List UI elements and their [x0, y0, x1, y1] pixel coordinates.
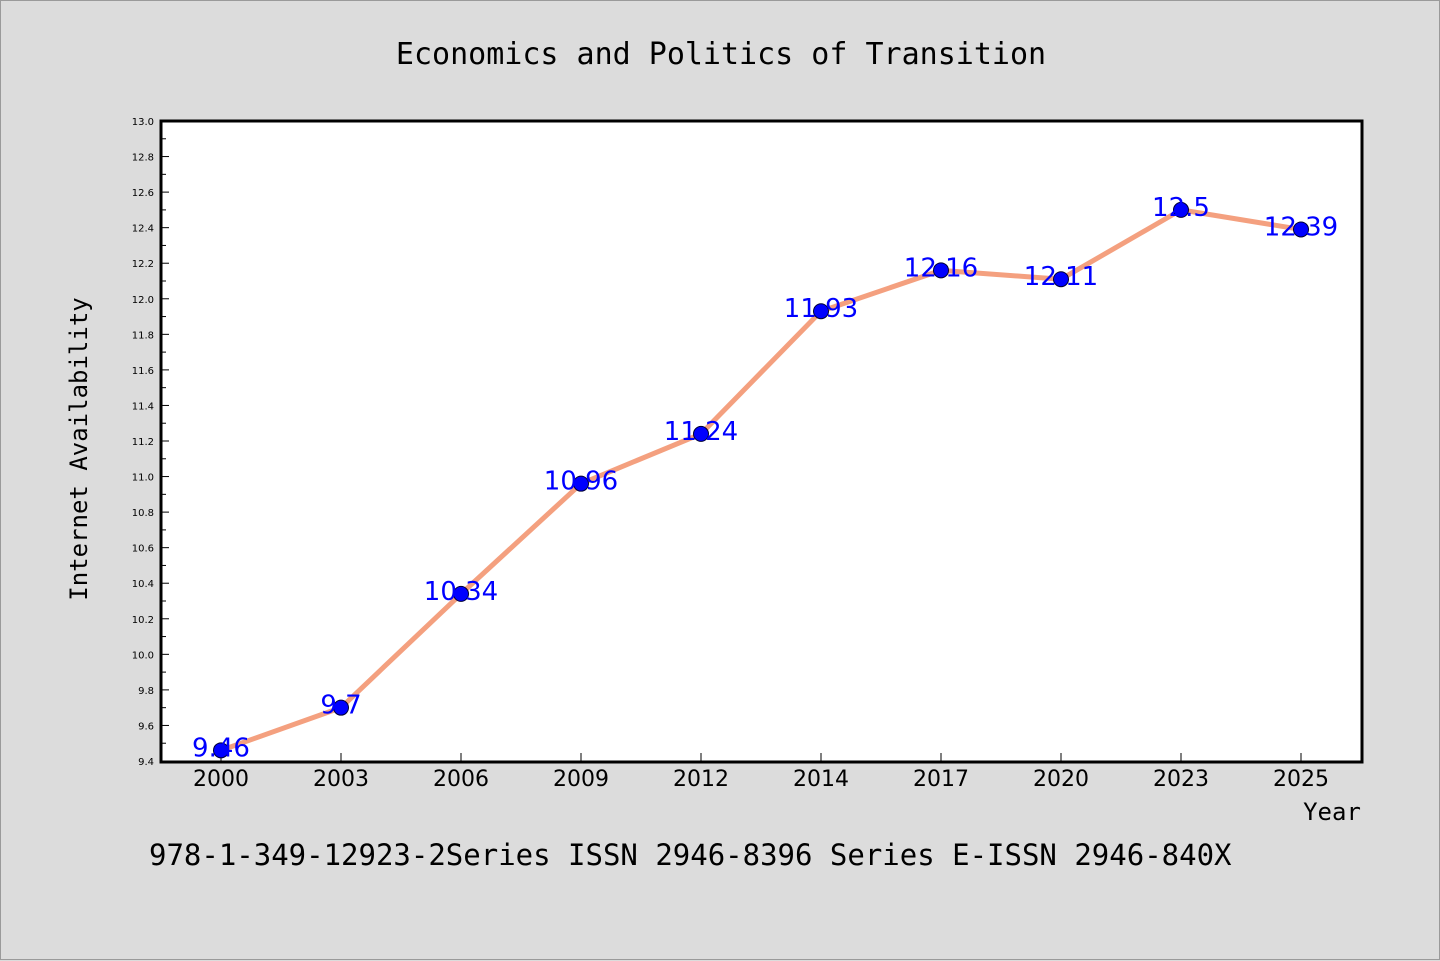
y-tick-label: 12.4 [132, 224, 154, 235]
x-tick-label: 2025 [1273, 767, 1329, 792]
y-tick-label: 11.8 [132, 330, 154, 341]
data-label: 12.5 [1152, 193, 1210, 223]
y-tick-label: 9.4 [138, 757, 154, 768]
series-line [218, 207, 1304, 753]
data-label: 11.24 [664, 417, 738, 447]
plot-frame [159, 119, 1364, 764]
y-tick-label: 10.6 [132, 544, 154, 555]
x-tick-label: 2020 [1033, 767, 1089, 792]
y-tick-label: 10.4 [132, 579, 154, 590]
data-point [933, 262, 949, 279]
series [213, 201, 1309, 759]
footer-text: 978-1-349-12923-2Series ISSN 2946-8396 S… [149, 838, 1232, 872]
data-label: 10.96 [544, 467, 618, 497]
x-tick-label: 2003 [313, 767, 369, 792]
y-tick-label: 12.8 [132, 153, 154, 164]
data-labels: 9.46 9.7 10.34 10.96 11.24 11.93 12.16 12.11 12.… [192, 193, 1338, 763]
data-point [813, 303, 829, 320]
data-point [1173, 201, 1189, 218]
x-tick-label: 2017 [913, 767, 969, 792]
data-label: 12.39 [1264, 212, 1338, 242]
x-tick-label: 2006 [433, 767, 489, 792]
y-axis-label: Internet Availability [65, 297, 93, 600]
y-tick-label: 9.6 [138, 721, 154, 732]
data-point [213, 742, 229, 759]
data-point [1053, 271, 1069, 288]
data-point [453, 585, 469, 602]
y-tick-label: 11.0 [132, 473, 154, 484]
y-tick-label: 11.6 [132, 366, 154, 377]
data-label: 9.46 [192, 733, 250, 763]
x-axis: 2000 2003 2006 2009 2012 2014 2017 2020 2023 2025 [193, 753, 1329, 792]
x-tick-label: 2023 [1153, 767, 1209, 792]
data-point [573, 475, 589, 492]
y-tick-label: 12.2 [132, 259, 154, 270]
x-tick-label: 2012 [673, 767, 729, 792]
y-tick-label: 13.0 [132, 117, 154, 128]
data-label: 12.16 [904, 253, 978, 283]
data-label: 9.7 [320, 691, 361, 721]
y-tick-label: 9.8 [138, 686, 154, 697]
data-label: 11.93 [784, 294, 858, 324]
data-label: 12.11 [1024, 262, 1098, 292]
x-tick-label: 2014 [793, 767, 849, 792]
data-point [1293, 221, 1309, 238]
data-label: 10.34 [424, 577, 498, 607]
y-tick-label: 11.2 [132, 437, 154, 448]
x-tick-label: 2000 [193, 767, 249, 792]
y-tick-label: 10.8 [132, 508, 154, 519]
x-axis-label: Year [1303, 798, 1361, 826]
y-tick-label: 10.0 [132, 650, 154, 661]
data-point [693, 425, 709, 442]
y-tick-label: 11.4 [132, 401, 154, 412]
y-tick-label: 12.0 [132, 295, 154, 306]
y-tick-label: 10.2 [132, 615, 154, 626]
y-tick-label: 12.6 [132, 188, 154, 199]
chart-title: Economics and Politics of Transition [396, 37, 1046, 72]
plot-area [161, 121, 1362, 762]
data-point [333, 699, 349, 716]
x-tick-label: 2009 [553, 767, 609, 792]
